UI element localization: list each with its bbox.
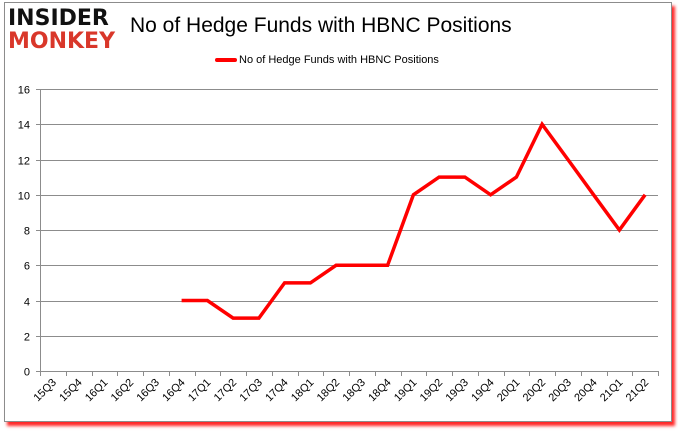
x-tick-label: 16Q2 <box>109 377 137 405</box>
x-tick-label: 15Q4 <box>57 377 85 405</box>
x-tick-label: 19Q1 <box>392 377 420 405</box>
logo-line-2: MONKEY <box>8 29 116 54</box>
chart-legend: No of Hedge Funds with HBNC Positions <box>215 54 439 66</box>
x-tick-label: 16Q3 <box>134 377 162 405</box>
y-axis: 0 2 4 6 8 10 12 14 16 <box>18 85 41 379</box>
y-tick-label: 2 <box>24 332 30 344</box>
chart-title: No of Hedge Funds with HBNC Positions <box>130 14 512 37</box>
x-tick-label: 20Q4 <box>572 377 600 405</box>
x-tick-label: 18Q1 <box>289 377 317 405</box>
x-tick-label: 18Q3 <box>340 377 368 405</box>
x-tick-label: 20Q1 <box>495 377 523 405</box>
insider-monkey-logo: INSIDER MONKEY <box>8 8 128 53</box>
x-tick-label: 18Q2 <box>315 377 343 405</box>
x-tick-label: 17Q4 <box>263 377 291 405</box>
x-tick-label: 20Q2 <box>521 377 549 405</box>
y-tick-label: 12 <box>18 156 30 168</box>
x-tick-label: 21Q1 <box>598 377 626 405</box>
chart-frame <box>4 2 672 422</box>
x-tick-label: 18Q4 <box>366 377 394 405</box>
gridlines <box>40 89 658 337</box>
x-tick-label: 15Q3 <box>31 377 59 405</box>
x-tick-label: 16Q4 <box>160 377 188 405</box>
x-tick-label: 17Q3 <box>237 377 265 405</box>
x-tick-label: 20Q3 <box>546 377 574 405</box>
y-tick-label: 4 <box>24 297 30 309</box>
data-series <box>181 120 647 320</box>
x-tick-label: 19Q4 <box>469 377 497 405</box>
legend-line-swatch-icon <box>215 58 237 62</box>
x-tick-label: 16Q1 <box>83 377 111 405</box>
x-tick-label: 17Q2 <box>212 377 240 405</box>
y-tick-label: 10 <box>18 191 30 203</box>
x-tick-label: 21Q2 <box>624 377 652 405</box>
y-tick-label: 0 <box>24 367 30 379</box>
logo-line-1: INSIDER <box>8 6 109 31</box>
y-tick-label: 6 <box>24 261 30 273</box>
x-axis: 15Q315Q416Q116Q216Q316Q417Q117Q217Q317Q4… <box>31 371 659 405</box>
x-tick-label: 19Q3 <box>443 377 471 405</box>
y-tick-label: 8 <box>24 226 30 238</box>
x-tick-label: 19Q2 <box>418 377 446 405</box>
y-tick-label: 16 <box>18 85 30 97</box>
legend-label: No of Hedge Funds with HBNC Positions <box>239 54 439 66</box>
series-line <box>181 120 647 320</box>
y-tick-label: 14 <box>18 120 30 132</box>
x-tick-label: 17Q1 <box>186 377 214 405</box>
